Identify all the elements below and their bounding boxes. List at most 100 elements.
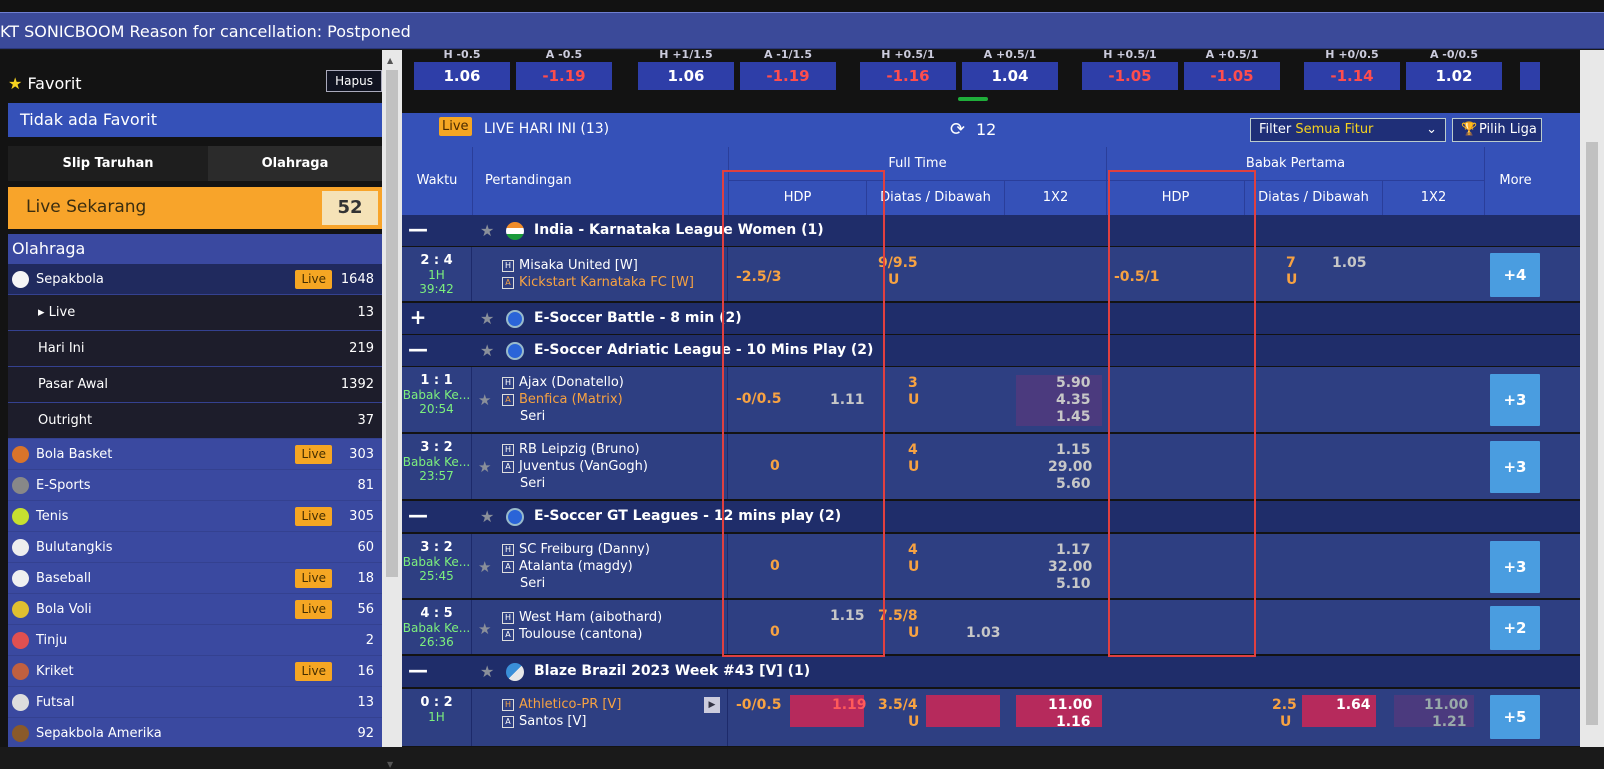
more-markets-button[interactable]: +3 [1490, 541, 1540, 593]
sidebar-item-bola-basket[interactable]: Bola Basket Live 303 [8, 439, 382, 470]
fh-ou-odd[interactable]: 1.05 [1332, 255, 1367, 271]
sidebar-item-hari-ini[interactable]: Hari Ini 219 [8, 331, 382, 367]
odds-button-partial[interactable] [1520, 62, 1540, 90]
league-row[interactable]: — ★ Blaze Brazil 2023 Week #43 [V] (1) [402, 656, 1580, 688]
sidebar-item-outright[interactable]: Outright 37 [8, 403, 382, 439]
sidebar-item-futsal[interactable]: Futsal 13 [8, 687, 382, 718]
live-now-button[interactable]: Live Sekarang 52 [8, 187, 382, 229]
ft-hdp-odd[interactable]: 1.15 [830, 608, 865, 624]
main-scrollbar[interactable] [1580, 50, 1604, 747]
star-icon[interactable]: ★ [478, 620, 492, 638]
ft-hdp-value[interactable]: -0/0.5 [736, 391, 782, 407]
ft-1x2-draw[interactable]: 1.45 [1056, 409, 1091, 425]
ft-ou-value[interactable]: 3 [908, 375, 918, 391]
sidebar-item-tenis[interactable]: Tenis Live 305 [8, 501, 382, 532]
tab-sports[interactable]: Olahraga [208, 146, 382, 181]
collapse-icon[interactable]: — [408, 337, 428, 361]
ft-ou-value[interactable]: 4 [908, 542, 918, 558]
fh-ou-value[interactable]: 7 [1286, 255, 1296, 271]
choose-league-button[interactable]: 🏆 Pilih Liga [1452, 118, 1542, 142]
league-row[interactable]: — ★ India - Karnataka League Women (1) [402, 215, 1580, 247]
refresh-icon[interactable]: ⟳ [950, 119, 966, 140]
ft-hdp-value[interactable]: 0 [770, 558, 780, 574]
fh-hdp-value[interactable]: -0.5/1 [1114, 269, 1160, 285]
fh-1x2-away[interactable]: 1.21 [1432, 714, 1467, 730]
star-icon[interactable]: ★ [480, 221, 495, 240]
odds-button[interactable]: H +0.5/1 -1.16 [860, 50, 956, 90]
sidebar-item-tinju[interactable]: Tinju 2 [8, 625, 382, 656]
sidebar-item-pasar-awal[interactable]: Pasar Awal 1392 [8, 367, 382, 403]
play-video-icon[interactable]: ▶ [704, 697, 720, 713]
odds-button[interactable]: H +0.5/1 -1.05 [1082, 50, 1178, 90]
odds-button[interactable]: A -0.5 -1.19 [516, 50, 612, 90]
sidebar-item-e-sports[interactable]: E-Sports 81 [8, 470, 382, 501]
ft-ou-value[interactable]: 9/9.5 [878, 255, 918, 271]
fh-ou-value[interactable]: 2.5 [1272, 697, 1297, 713]
fh-ou-odd[interactable]: 1.64 [1336, 697, 1371, 713]
clear-favorites-button[interactable]: Hapus [326, 70, 382, 92]
more-markets-button[interactable]: +3 [1490, 441, 1540, 493]
ft-hdp-odd[interactable]: 1.19 [832, 697, 867, 713]
collapse-icon[interactable]: — [408, 503, 428, 527]
collapse-icon[interactable]: — [408, 658, 428, 682]
odds-button[interactable]: H -0.5 1.06 [414, 50, 510, 90]
sidebar-item-bola-voli[interactable]: Bola Voli Live 56 [8, 594, 382, 625]
star-icon[interactable]: ★ [480, 507, 495, 526]
odds-button[interactable]: H +0/0.5 -1.14 [1304, 50, 1400, 90]
odds-button[interactable]: A +0.5/1 1.04 [962, 50, 1058, 90]
ft-1x2-away[interactable]: 1.16 [1056, 714, 1091, 730]
sidebar-item-sepakbola[interactable]: Sepakbola Live 1648 [8, 264, 382, 295]
ft-hdp-odd[interactable]: 1.11 [830, 392, 865, 408]
star-icon[interactable]: ★ [480, 662, 495, 681]
odds-button[interactable]: A +0.5/1 -1.05 [1184, 50, 1280, 90]
ft-ou-value[interactable]: 4 [908, 442, 918, 458]
ft-ou-value[interactable]: 3.5/4 [878, 697, 918, 713]
sidebar-item-bulutangkis[interactable]: Bulutangkis 60 [8, 532, 382, 563]
scroll-thumb[interactable] [1586, 142, 1598, 725]
strip-handle[interactable] [958, 97, 988, 101]
league-row[interactable]: — ★ E-Soccer Adriatic League - 10 Mins P… [402, 335, 1580, 367]
league-row[interactable]: + ★ E-Soccer Battle - 8 min (2) [402, 303, 1580, 335]
odds-button[interactable]: A -0/0.5 1.02 [1406, 50, 1502, 90]
sidebar-item-live[interactable]: ▸ Live 13 [8, 295, 382, 331]
ft-hdp-value[interactable]: -2.5/3 [736, 269, 782, 285]
ft-1x2-home[interactable]: 5.90 [1056, 375, 1091, 391]
more-markets-button[interactable]: +3 [1490, 374, 1540, 426]
ft-1x2-away[interactable]: 32.00 [1048, 559, 1093, 575]
scroll-thumb[interactable] [386, 70, 398, 577]
ft-1x2-away[interactable]: 4.35 [1056, 392, 1091, 408]
star-icon[interactable]: ★ [478, 558, 492, 576]
ft-1x2-draw[interactable]: 5.60 [1056, 476, 1091, 492]
ft-1x2-away[interactable]: 29.00 [1048, 459, 1093, 475]
ft-1x2-home[interactable]: 1.15 [1056, 442, 1091, 458]
star-icon[interactable]: ★ [478, 391, 492, 409]
star-icon[interactable]: ★ [478, 458, 492, 476]
odds-button[interactable]: H +1/1.5 1.06 [638, 50, 734, 90]
ft-ou-odd[interactable]: 1.03 [966, 625, 1001, 641]
ft-hdp-value[interactable]: 0 [770, 624, 780, 640]
sidebar-scrollbar[interactable]: ▲ ▼ [382, 50, 402, 769]
star-icon[interactable]: ★ [480, 341, 495, 360]
ft-hdp-value[interactable]: -0/0.5 [736, 697, 782, 713]
more-markets-button[interactable]: +5 [1490, 695, 1540, 739]
scroll-up-icon[interactable]: ▲ [387, 56, 394, 65]
filter-select[interactable]: Filter Semua Fitur ⌄ [1250, 118, 1446, 142]
collapse-icon[interactable]: — [408, 217, 428, 241]
scroll-down-icon[interactable]: ▼ [387, 760, 394, 769]
more-markets-button[interactable]: +4 [1490, 253, 1540, 297]
expand-icon[interactable]: + [409, 305, 427, 329]
ft-1x2-draw[interactable]: 5.10 [1056, 576, 1091, 592]
ft-ou-value[interactable]: 7.5/8 [878, 608, 918, 624]
league-row[interactable]: — ★ E-Soccer GT Leagues - 12 mins play (… [402, 501, 1580, 533]
ft-hdp-value[interactable]: 0 [770, 458, 780, 474]
odds-button[interactable]: A -1/1.5 -1.19 [740, 50, 836, 90]
star-icon[interactable]: ★ [480, 309, 495, 328]
ft-1x2-home[interactable]: 11.00 [1048, 697, 1093, 713]
more-markets-button[interactable]: +2 [1490, 606, 1540, 650]
fh-1x2-home[interactable]: 11.00 [1424, 697, 1469, 713]
sidebar-item-kriket[interactable]: Kriket Live 16 [8, 656, 382, 687]
sidebar-item-baseball[interactable]: Baseball Live 18 [8, 563, 382, 594]
sidebar-item-sepakbola-amerika[interactable]: Sepakbola Amerika 92 [8, 718, 382, 747]
ft-1x2-home[interactable]: 1.17 [1056, 542, 1091, 558]
tab-bet-slip[interactable]: Slip Taruhan [62, 156, 154, 171]
